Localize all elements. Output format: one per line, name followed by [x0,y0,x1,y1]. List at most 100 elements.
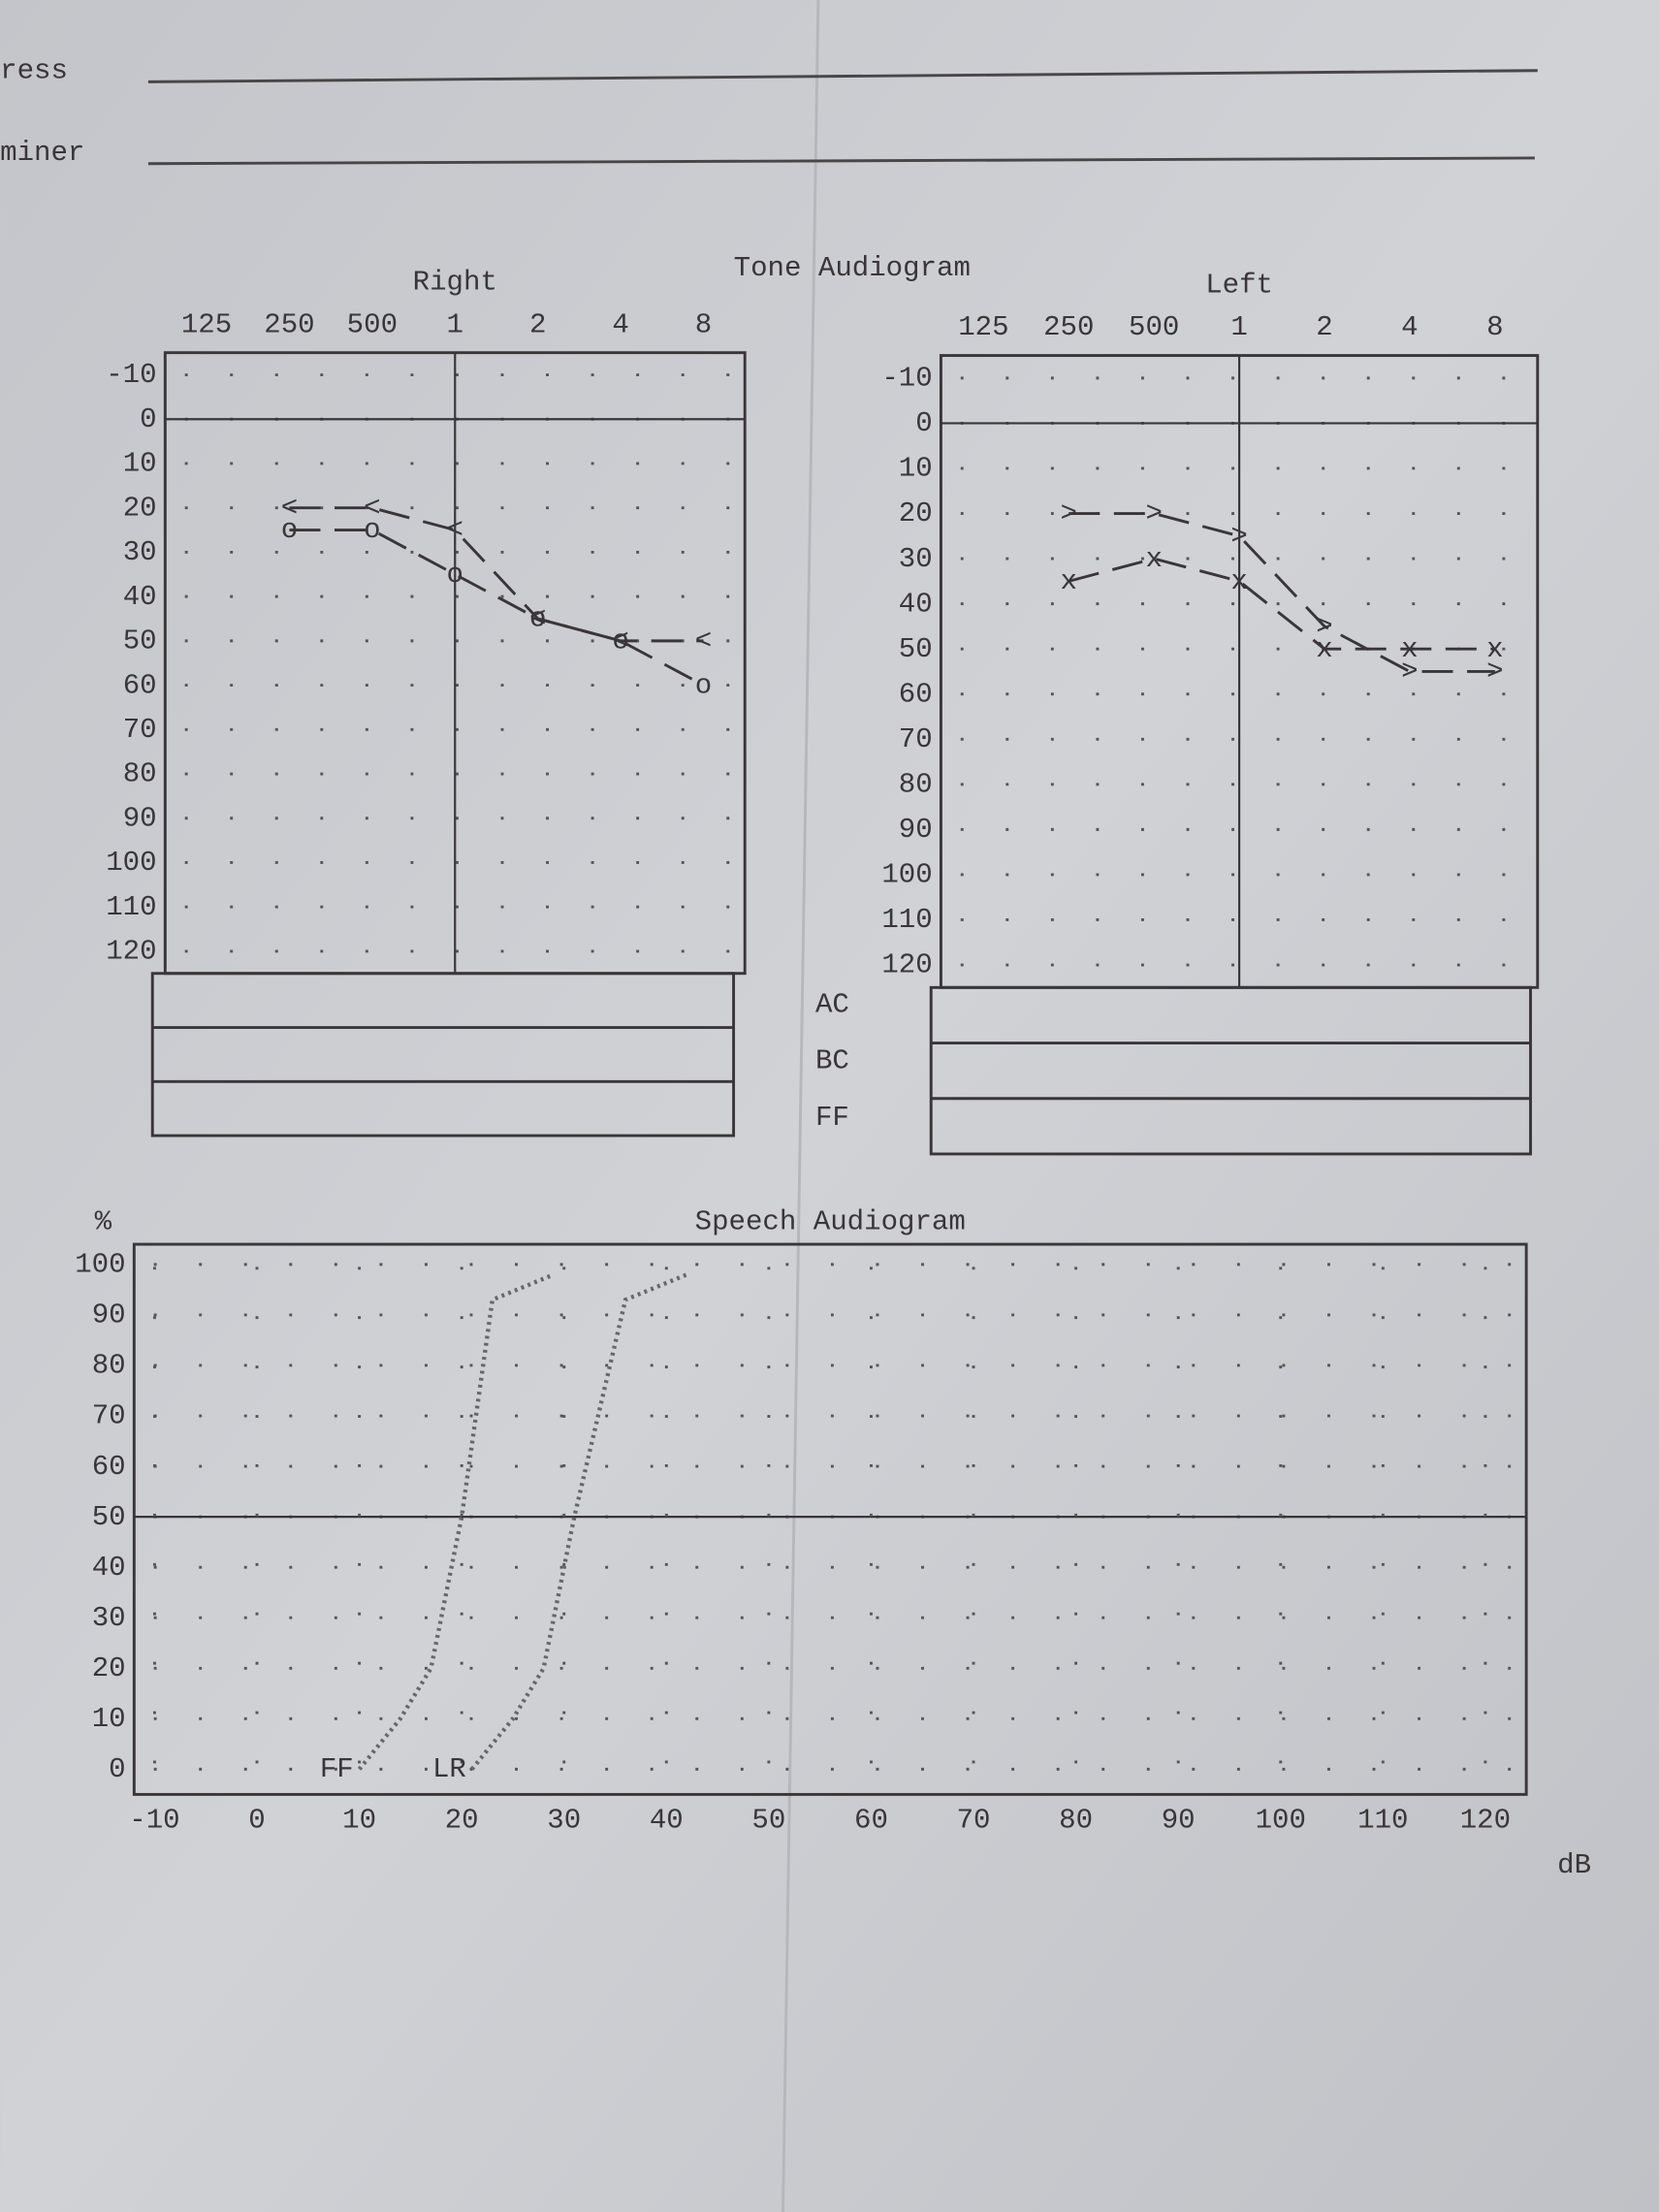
row-box [929,985,1532,1156]
series-label: LR [432,1753,466,1785]
y-tick-label: 40 [92,1552,126,1584]
x-tick-label: 30 [547,1804,581,1836]
x-tick-label: 4 [1401,311,1418,343]
x-tick-label: 250 [264,308,314,340]
series-line [289,529,705,687]
x-tick-label: 10 [342,1804,376,1836]
data-point-marker: x [1145,543,1162,575]
fold [782,0,820,2212]
x-tick-label: 250 [1043,311,1094,343]
y-tick-label: 70 [123,714,157,746]
data-point-marker: x [1401,633,1418,665]
x-tick-label: 2 [1316,311,1332,343]
y-tick-label: 120 [881,949,932,981]
y-tick-label: 100 [106,847,156,879]
y-tick-label: 90 [123,802,157,834]
y-tick-label: 70 [92,1400,126,1432]
y-tick-label: 90 [899,814,933,846]
y-tick-label: 50 [123,625,157,657]
x-tick-label: 125 [181,308,232,340]
y-tick-label: 20 [123,492,157,524]
chart-title: Tone Audiogram [734,252,971,284]
form-field: ress [0,54,68,86]
chart-subtitle: Right [413,267,497,299]
y-tick-label: -10 [881,363,932,395]
data-point-marker: x [1061,565,1077,597]
data-point-marker: o [281,514,298,546]
data-point-marker: < [281,492,298,524]
data-point-marker: > [1145,497,1162,529]
y-tick-label: 20 [899,497,933,529]
series-line [1069,512,1495,673]
row-box [150,972,736,1138]
x-axis-label: dB [1557,1849,1591,1881]
x-tick-label: -10 [129,1804,179,1836]
y-tick-label: 30 [899,543,933,575]
data-point-marker: o [364,514,380,546]
y-tick-label: 10 [899,453,933,485]
x-tick-label: 20 [445,1804,479,1836]
data-point-marker: o [447,559,463,591]
y-tick-label: 40 [899,588,933,620]
x-tick-label: 1 [447,308,463,340]
data-point-marker: < [364,492,380,524]
y-tick-label: 10 [123,448,157,480]
y-tick-label: 60 [899,678,933,710]
y-tick-label: 100 [881,859,932,891]
y-tick-label: 40 [123,581,157,613]
x-tick-label: 1 [1230,311,1247,343]
data-point-marker: x [1486,633,1503,665]
plot-frame [132,1242,1528,1796]
data-point-marker: x [1316,633,1332,665]
data-point-marker: < [612,625,628,657]
row-label: BC [815,1045,849,1077]
y-tick-label: 0 [915,407,932,439]
x-tick-label: 50 [751,1804,785,1836]
series-line [357,1272,556,1771]
data-point-marker: > [1316,611,1332,643]
y-tick-label: 60 [123,669,157,701]
y-tick-label: 20 [92,1652,126,1684]
y-tick-label: 0 [109,1753,125,1785]
data-point-marker: > [1486,656,1503,688]
row-label: FF [815,1102,849,1134]
x-tick-label: 110 [1357,1804,1408,1836]
y-tick-label: 120 [106,936,156,968]
data-point-marker: o [695,669,712,701]
y-axis-label: % [95,1205,112,1237]
y-tick-label: 90 [92,1299,126,1331]
data-point-marker: < [695,625,712,657]
row-label: AC [815,988,849,1020]
data-point-marker: > [1401,656,1418,688]
x-tick-label: 8 [1486,311,1503,343]
data-point-marker: < [447,514,463,546]
x-tick-label: 120 [1460,1804,1511,1836]
series-line [289,506,704,643]
y-tick-label: 30 [123,536,157,568]
x-tick-label: 2 [529,308,546,340]
x-tick-label: 8 [695,308,712,340]
x-tick-label: 90 [1162,1804,1196,1836]
data-point-marker: > [1230,520,1247,552]
y-tick-label: 80 [899,769,933,801]
x-tick-label: 70 [957,1804,991,1836]
chart-title: Speech Audiogram [695,1205,966,1237]
y-tick-label: -10 [106,359,156,391]
y-tick-label: 30 [92,1602,126,1634]
data-point-marker: x [1230,565,1247,597]
y-tick-label: 80 [92,1350,126,1382]
y-tick-label: 70 [899,723,933,755]
y-tick-label: 50 [92,1501,126,1533]
data-point-marker: > [1061,497,1077,529]
x-tick-label: 100 [1256,1804,1306,1836]
form-line [147,69,1538,83]
x-tick-label: 40 [650,1804,684,1836]
x-tick-label: 4 [612,308,628,340]
y-tick-label: 80 [123,758,157,790]
y-tick-label: 60 [92,1451,126,1483]
y-tick-label: 50 [899,633,933,665]
y-tick-label: 10 [92,1703,126,1735]
